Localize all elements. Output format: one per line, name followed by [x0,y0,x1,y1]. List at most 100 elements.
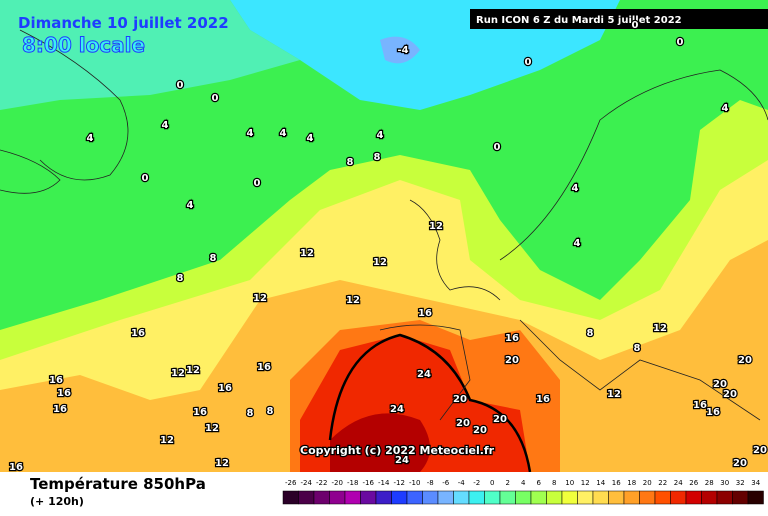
scale-swatch [282,490,299,505]
contour-label: 24 [417,369,431,380]
scale-label: -26 [285,479,297,487]
contour-label: 4 [722,103,729,114]
scale-swatch [375,490,392,505]
contour-label: 16 [257,362,271,373]
scale-swatch [437,490,454,505]
contour-label: 0 [677,37,684,48]
contour-label: 8 [374,152,381,163]
contour-label: 16 [193,407,207,418]
contour-label: 16 [505,333,519,344]
scale-swatch [468,490,485,505]
scale-label: -12 [394,479,405,487]
scale-label: 18 [627,479,636,487]
scale-swatch [344,490,361,505]
scale-label: 26 [689,479,698,487]
scale-swatch [515,490,532,505]
contour-label: 16 [218,383,232,394]
scale-swatch [608,490,625,505]
contour-label: 20 [505,355,519,366]
time: 8:00 locale [22,33,145,57]
scale-swatch [670,490,687,505]
core-region [330,413,430,472]
scale-label: -14 [378,479,390,487]
contour-label: 0 [142,173,149,184]
scale-label: -10 [409,479,420,487]
contour-label: 8 [267,406,274,417]
contour-label: 4 [572,183,579,194]
contour-label: -4 [397,45,408,56]
scale-label: 10 [565,479,574,487]
contour-label: 20 [493,414,507,425]
contour-label: 12 [205,423,219,434]
contour-label: 12 [607,389,621,400]
contour-label: 16 [536,394,550,405]
contour-label: 4 [87,133,94,144]
scale-swatch [313,490,330,505]
contour-label: 0 [177,80,184,91]
scale-swatch [732,490,749,505]
contour-label: 16 [9,462,23,473]
contour-label: 20 [733,458,747,469]
contour-label: 12 [215,458,229,469]
scale-swatch [298,490,315,505]
footer-lead: (+ 120h) [30,495,84,508]
scale-swatch [530,490,547,505]
scale-swatch [422,490,439,505]
scale-label: 28 [705,479,714,487]
contour-label: 20 [473,425,487,436]
scale-swatch [453,490,470,505]
date: Dimanche 10 juillet 2022 [18,14,229,32]
copyright: Copyright (c) 2022 Meteociel.fr [300,444,495,457]
scale-label: 14 [596,479,605,487]
contour-label: 0 [525,57,532,68]
scale-swatch [329,490,346,505]
contour-label: 20 [456,418,470,429]
contour-label: 12 [253,293,267,304]
scale-label: 24 [674,479,683,487]
scale-label: 30 [720,479,729,487]
contour-label: 4 [162,120,169,131]
contour-label: 8 [210,253,217,264]
contour-label: 8 [177,273,184,284]
contour-label: 8 [587,328,594,339]
scale-swatch [701,490,718,505]
scale-label: 32 [736,479,745,487]
contour-label: 0 [632,20,639,31]
contour-label: 12 [373,257,387,268]
contour-label: 4 [187,200,194,211]
scale-label: 12 [581,479,590,487]
scale-swatch [484,490,501,505]
scale-swatch [546,490,563,505]
contour-label: 4 [307,133,314,144]
contour-label: 16 [131,328,145,339]
cold-core [380,36,420,64]
scale-swatch [561,490,578,505]
color-scale: -26 -24 -22 -20 -18 -16 -14 -12 -10 -8 -6 -4 -2 0 2 4 6 8… [282,479,764,505]
scale-label: -20 [332,479,343,487]
contour-label: 20 [713,379,727,390]
contour-label: 16 [49,375,63,386]
scale-label: -24 [301,479,313,487]
scale-label: -22 [316,479,327,487]
contour-label: 20 [723,389,737,400]
coastlines [0,29,768,421]
scale-label: -16 [363,479,375,487]
contour-label: 20 [753,445,767,456]
contour-label: 12 [186,365,200,376]
contour-label: 4 [280,128,287,139]
contour-label: 0 [254,178,261,189]
contour-label: 8 [347,157,354,168]
scale-label: 2 [506,479,510,487]
scale-label: 20 [643,479,652,487]
scale-swatch [654,490,671,505]
contour-label: 8 [634,343,641,354]
contour-label: 4 [377,130,384,141]
contour-label: 12 [300,248,314,259]
scale-label: 0 [490,479,494,487]
cool-region [0,0,300,110]
contour-label: 16 [57,388,71,399]
footer-title: Température 850hPa [30,475,206,493]
scale-swatch [499,490,516,505]
contour-label: 12 [160,435,174,446]
